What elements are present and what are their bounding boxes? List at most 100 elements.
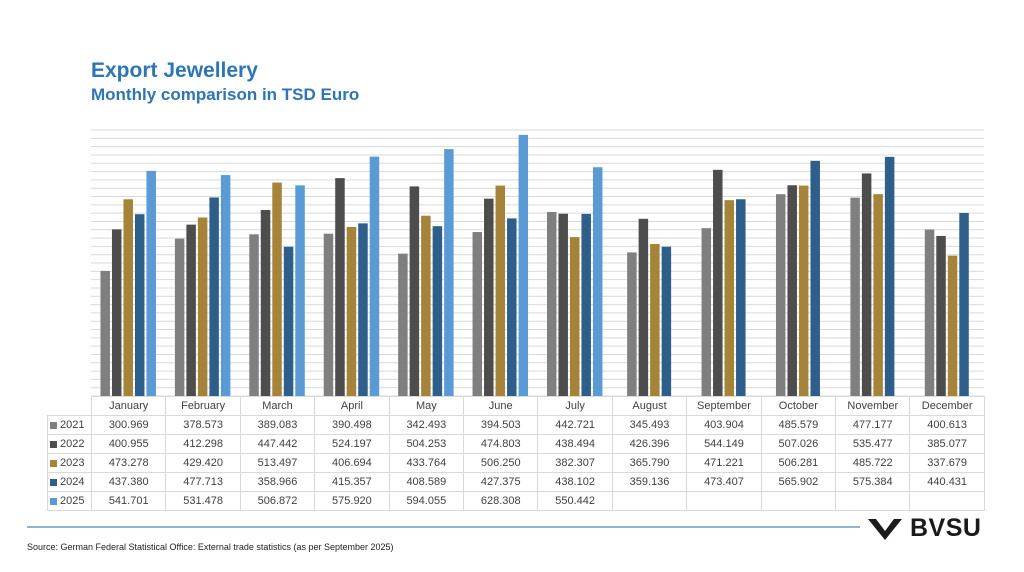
logo-chevron-icon <box>868 518 902 540</box>
month-label-october: October <box>760 396 837 416</box>
value-2025-may: 594.055 <box>388 491 465 511</box>
legend-swatch-2022 <box>50 440 57 448</box>
month-label-february: February <box>165 396 241 416</box>
value-2021-april: 390.498 <box>314 415 390 435</box>
bar-2021-january <box>100 270 110 396</box>
chart-title: Export Jewellery <box>91 59 258 82</box>
value-2024-april: 415.357 <box>314 472 390 492</box>
value-2024-june: 427.375 <box>463 472 539 492</box>
bar-2024-april <box>358 223 368 396</box>
value-2021-september: 403.904 <box>686 415 762 435</box>
value-2024-january: 437.380 <box>90 472 167 492</box>
value-2024-may: 408.589 <box>388 472 465 492</box>
bar-2022-october <box>787 185 797 396</box>
value-2024-december: 440.431 <box>909 472 985 492</box>
bar-2023-december <box>947 255 958 396</box>
bar-group-december <box>924 212 969 396</box>
month-label-november: November <box>835 396 911 416</box>
month-label-june: June <box>463 396 539 416</box>
value-2023-january: 473.278 <box>90 453 167 473</box>
value-2022-may: 504.253 <box>388 434 465 454</box>
bar-2022-may <box>409 186 420 396</box>
bar-2023-january <box>123 199 133 396</box>
bar-2022-november <box>861 173 872 396</box>
bar-2022-september <box>713 169 723 396</box>
bar-2025-january <box>146 170 156 396</box>
gridlines <box>91 129 984 397</box>
bar-group-august <box>627 218 672 396</box>
bar-2021-august <box>627 252 637 396</box>
bar-2023-february <box>197 217 208 396</box>
table-row-2024: 2024 437.380 477.713 358.966 415.357 408.589 4… <box>47 472 985 492</box>
bar-2022-july <box>558 213 568 396</box>
bar-group-january <box>100 170 156 396</box>
table-row-2021: 2021 300.969 378.573 389.083 390.498 342.493 3… <box>47 415 985 435</box>
source-note: Source: German Federal Statistical Offic… <box>27 542 394 552</box>
bar-2024-february <box>209 197 219 396</box>
bar-2025-july <box>592 167 603 396</box>
bar-2024-september <box>736 199 746 396</box>
value-2025-january: 541.701 <box>90 491 167 511</box>
month-label-january: January <box>90 396 167 416</box>
value-2021-january: 300.969 <box>90 415 167 435</box>
value-2023-august: 365.790 <box>611 453 688 473</box>
bar-chart <box>91 129 984 397</box>
value-2022-october: 507.026 <box>760 434 837 454</box>
bar-2021-november <box>850 197 860 396</box>
bar-2024-november <box>884 156 895 396</box>
value-2021-march: 389.083 <box>239 415 316 435</box>
bar-2023-october <box>798 185 809 396</box>
bar-2021-october <box>775 194 786 396</box>
value-2025-august <box>611 491 688 511</box>
bar-2021-may <box>398 253 408 396</box>
bar-group-june <box>472 134 529 397</box>
bar-2021-july <box>546 211 557 396</box>
series-label-2021: 2021 <box>47 415 92 435</box>
value-2023-february: 429.420 <box>165 453 241 473</box>
bar-group-april <box>323 156 380 396</box>
bar-2025-may <box>444 149 454 396</box>
value-2024-october: 565.902 <box>760 472 837 492</box>
legend-swatch-2025 <box>50 497 57 505</box>
bar-2021-september <box>701 228 712 396</box>
bar-2022-december <box>936 235 946 396</box>
bar-2021-june <box>472 232 483 396</box>
value-2021-june: 394.503 <box>463 415 539 435</box>
month-label-august: August <box>611 396 688 416</box>
value-2025-april: 575.920 <box>314 491 390 511</box>
bar-2023-july <box>569 237 580 396</box>
series-label-2023: 2023 <box>47 453 92 473</box>
bar-2025-february <box>220 175 231 396</box>
value-2025-december <box>909 491 985 511</box>
value-2021-december: 400.613 <box>909 415 985 435</box>
bar-2022-april <box>335 178 345 396</box>
value-2021-november: 477.177 <box>835 415 911 435</box>
bar-2023-june <box>495 185 506 396</box>
legend-swatch-2024 <box>50 478 57 486</box>
table-row-2023: 2023 473.278 429.420 513.497 406.694 433.764 5… <box>47 453 985 473</box>
bar-group-november <box>850 156 895 396</box>
bar-2024-may <box>432 226 443 396</box>
month-label-april: April <box>314 396 390 416</box>
table-header-row: January February March April May June July Augu… <box>47 396 985 416</box>
value-2021-may: 342.493 <box>388 415 465 435</box>
value-2024-august: 359.136 <box>611 472 688 492</box>
bar-2023-may <box>421 215 431 396</box>
data-table: January February March April May June July Augu… <box>47 396 985 511</box>
value-2025-june: 628.308 <box>463 491 539 511</box>
bar-2024-march <box>283 246 294 396</box>
month-label-december: December <box>909 396 985 416</box>
bar-group-october <box>775 160 820 396</box>
value-2022-november: 535.477 <box>835 434 911 454</box>
value-2025-september <box>686 491 762 511</box>
bar-2022-february <box>186 224 196 396</box>
value-2021-february: 378.573 <box>165 415 241 435</box>
bar-2023-march <box>272 182 282 396</box>
value-2023-july: 382.307 <box>537 453 613 473</box>
value-2022-april: 524.197 <box>314 434 390 454</box>
value-2023-december: 337.679 <box>909 453 985 473</box>
bar-group-july <box>546 167 603 396</box>
bar-2021-april <box>323 233 334 396</box>
bar-2024-january <box>134 214 145 396</box>
bar-2022-august <box>638 218 649 396</box>
